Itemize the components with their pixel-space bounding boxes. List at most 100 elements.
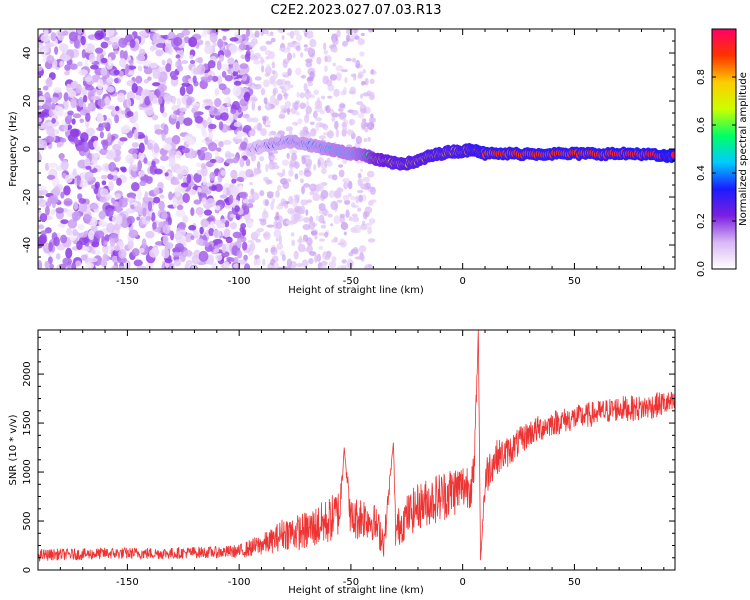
noise-cell bbox=[44, 91, 51, 101]
noise-cell bbox=[72, 113, 82, 119]
noise-cell bbox=[331, 238, 335, 243]
noise-cell bbox=[109, 36, 119, 43]
noise-cell bbox=[175, 121, 180, 130]
noise-cell bbox=[366, 90, 372, 97]
noise-cell bbox=[131, 142, 139, 148]
noise-cell bbox=[292, 102, 296, 108]
noise-cell bbox=[290, 155, 298, 161]
noise-cell bbox=[162, 234, 169, 246]
noise-cell bbox=[261, 210, 269, 219]
noise-cell bbox=[176, 199, 182, 206]
noise-cell bbox=[215, 254, 223, 261]
noise-cell bbox=[318, 135, 326, 140]
noise-cell bbox=[131, 164, 138, 172]
spectrogram-xlabel: Height of straight line (km) bbox=[288, 285, 424, 296]
noise-cell bbox=[173, 110, 182, 116]
noise-cell bbox=[300, 52, 304, 58]
noise-cell bbox=[278, 47, 287, 52]
noise-cell bbox=[224, 96, 230, 103]
noise-cell bbox=[326, 79, 333, 87]
noise-cell bbox=[49, 263, 54, 269]
noise-cell bbox=[360, 108, 367, 114]
noise-cell bbox=[318, 203, 326, 211]
noise-cell bbox=[38, 65, 43, 72]
noise-cell bbox=[149, 62, 158, 69]
noise-cell bbox=[179, 86, 186, 96]
noise-cell bbox=[293, 194, 301, 199]
noise-cell bbox=[236, 130, 242, 139]
noise-cell bbox=[341, 264, 347, 269]
noise-cell bbox=[44, 162, 50, 171]
noise-cell bbox=[303, 169, 312, 177]
noise-cell bbox=[239, 63, 249, 70]
noise-cell bbox=[54, 46, 59, 55]
noise-cell bbox=[125, 63, 130, 75]
noise-cell bbox=[39, 213, 48, 223]
noise-cell bbox=[87, 230, 95, 241]
noise-cell bbox=[318, 238, 326, 242]
noise-cell bbox=[243, 254, 248, 261]
noise-cell bbox=[46, 126, 55, 136]
noise-cell bbox=[222, 186, 227, 197]
noise-cell bbox=[357, 38, 365, 46]
noise-cell bbox=[288, 169, 294, 177]
noise-cell bbox=[198, 184, 209, 194]
noise-cell bbox=[179, 165, 189, 176]
noise-cell bbox=[328, 261, 337, 269]
noise-cell bbox=[331, 116, 336, 122]
noise-cell bbox=[296, 34, 303, 42]
noise-cell bbox=[170, 180, 181, 185]
noise-cell bbox=[142, 60, 152, 67]
noise-cell bbox=[179, 107, 187, 113]
noise-cell bbox=[127, 239, 134, 250]
noise-cell bbox=[211, 262, 218, 269]
noise-cell bbox=[326, 157, 331, 163]
noise-cell bbox=[270, 246, 278, 256]
noise-cell bbox=[38, 234, 47, 245]
noise-cell bbox=[84, 157, 91, 167]
noise-cell bbox=[188, 36, 198, 48]
noise-cell bbox=[239, 141, 248, 150]
noise-cell bbox=[324, 254, 331, 261]
colorbar-tick-label: 0.2 bbox=[696, 213, 707, 229]
noise-cell bbox=[207, 142, 218, 152]
noise-cell bbox=[321, 168, 327, 175]
noise-cell bbox=[123, 50, 128, 61]
noise-cell bbox=[99, 131, 104, 139]
noise-cell bbox=[51, 102, 56, 111]
noise-cell bbox=[118, 265, 126, 269]
noise-cell bbox=[273, 150, 279, 154]
noise-cell bbox=[47, 256, 53, 265]
noise-cell bbox=[78, 232, 88, 238]
noise-cell bbox=[87, 103, 93, 111]
noise-cell bbox=[333, 88, 340, 97]
noise-cell bbox=[217, 38, 224, 49]
noise-cell bbox=[290, 232, 295, 237]
noise-cell bbox=[125, 154, 135, 164]
noise-cell bbox=[340, 90, 347, 96]
noise-cell bbox=[179, 111, 184, 118]
noise-cell bbox=[293, 213, 301, 222]
noise-cell bbox=[58, 263, 67, 269]
noise-cell bbox=[369, 199, 377, 203]
noise-cell bbox=[73, 137, 79, 145]
noise-cell bbox=[175, 150, 182, 159]
noise-cell bbox=[357, 112, 365, 119]
noise-cell bbox=[324, 231, 329, 238]
noise-cell bbox=[237, 259, 248, 265]
noise-cell bbox=[173, 259, 182, 267]
noise-cell bbox=[57, 106, 64, 117]
noise-cell bbox=[181, 82, 191, 87]
noise-cell bbox=[180, 182, 189, 188]
noise-cell bbox=[275, 221, 283, 230]
noise-cell bbox=[117, 140, 124, 146]
noise-cell bbox=[139, 48, 146, 56]
spectrogram-ylabel: Frequency (Hz) bbox=[8, 111, 19, 187]
noise-cell bbox=[128, 229, 139, 239]
noise-cell bbox=[280, 78, 287, 86]
noise-cell bbox=[233, 256, 239, 264]
noise-cell bbox=[151, 114, 159, 121]
noise-cell bbox=[198, 150, 206, 161]
noise-cell bbox=[302, 29, 309, 34]
